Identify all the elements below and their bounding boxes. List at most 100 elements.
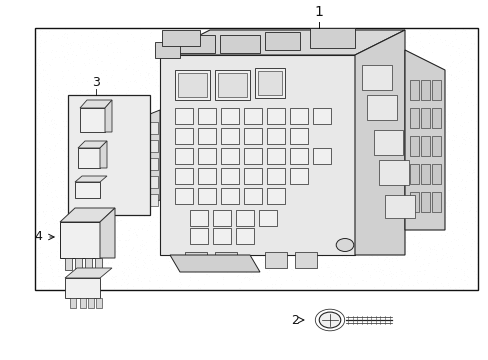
Point bbox=[51, 234, 59, 239]
Point bbox=[206, 35, 214, 41]
Point bbox=[462, 129, 470, 135]
Point bbox=[206, 146, 214, 152]
Point bbox=[207, 72, 215, 78]
Point bbox=[131, 260, 139, 266]
Point bbox=[352, 146, 360, 152]
Point bbox=[86, 284, 94, 289]
Point bbox=[251, 103, 259, 109]
Bar bbox=[220, 35, 260, 53]
Point bbox=[324, 213, 331, 219]
Point bbox=[317, 138, 325, 144]
Point bbox=[285, 119, 292, 125]
Point bbox=[225, 212, 233, 217]
Point bbox=[446, 238, 454, 244]
Point bbox=[334, 156, 342, 162]
Point bbox=[146, 204, 154, 210]
Point bbox=[286, 143, 294, 148]
Point bbox=[184, 214, 192, 220]
Bar bbox=[170, 35, 215, 53]
Point bbox=[313, 129, 321, 134]
Point bbox=[138, 46, 146, 52]
Point bbox=[245, 262, 253, 268]
Point bbox=[429, 156, 437, 162]
Point bbox=[226, 216, 234, 222]
Point bbox=[255, 192, 263, 198]
Point bbox=[396, 238, 404, 244]
Point bbox=[318, 107, 326, 112]
Point bbox=[383, 103, 391, 108]
Point bbox=[458, 231, 466, 237]
Point bbox=[182, 70, 190, 76]
Point bbox=[236, 279, 244, 285]
Point bbox=[416, 79, 424, 85]
Point bbox=[457, 84, 465, 90]
Point bbox=[293, 109, 301, 115]
Point bbox=[288, 104, 296, 109]
Point bbox=[73, 253, 81, 259]
Point bbox=[287, 26, 295, 32]
Point bbox=[407, 198, 415, 204]
Point bbox=[304, 114, 311, 120]
Point bbox=[386, 208, 394, 214]
Point bbox=[67, 250, 75, 256]
Point bbox=[283, 194, 291, 200]
Point bbox=[136, 242, 144, 248]
Point bbox=[36, 70, 44, 76]
Point bbox=[438, 72, 446, 78]
Point bbox=[194, 108, 202, 114]
Point bbox=[279, 55, 287, 61]
Point bbox=[161, 50, 168, 56]
Point bbox=[404, 208, 412, 214]
Point bbox=[220, 110, 228, 116]
Point bbox=[169, 144, 177, 150]
Point bbox=[232, 61, 240, 67]
Point bbox=[339, 228, 347, 234]
Point bbox=[293, 225, 301, 230]
Point bbox=[82, 172, 90, 177]
Point bbox=[257, 171, 265, 176]
Point bbox=[35, 245, 42, 251]
Point bbox=[175, 271, 183, 277]
Point bbox=[361, 65, 368, 71]
Point bbox=[96, 102, 103, 108]
Point bbox=[462, 219, 469, 224]
Point bbox=[384, 117, 391, 123]
Point bbox=[376, 63, 384, 69]
Point bbox=[316, 103, 324, 109]
Point bbox=[416, 67, 424, 73]
Point bbox=[39, 250, 46, 256]
Point bbox=[384, 256, 392, 262]
Point bbox=[273, 44, 281, 50]
Point bbox=[32, 63, 40, 68]
Point bbox=[277, 136, 285, 141]
Point bbox=[207, 248, 215, 254]
Bar bbox=[35, 28, 477, 290]
Point bbox=[342, 169, 349, 175]
Point bbox=[325, 284, 333, 289]
Point bbox=[324, 197, 331, 203]
Point bbox=[372, 188, 380, 194]
Point bbox=[242, 96, 250, 102]
Point bbox=[328, 186, 336, 192]
Point bbox=[126, 260, 134, 266]
Point bbox=[374, 177, 382, 183]
Point bbox=[175, 158, 183, 164]
Point bbox=[128, 126, 136, 132]
Point bbox=[204, 198, 212, 204]
Point bbox=[122, 243, 129, 249]
Point bbox=[430, 151, 438, 157]
Point bbox=[54, 96, 61, 102]
Point bbox=[307, 68, 315, 74]
Point bbox=[136, 72, 144, 78]
Point bbox=[165, 70, 173, 76]
Point bbox=[199, 268, 207, 274]
Point bbox=[380, 36, 388, 42]
Point bbox=[326, 186, 334, 192]
Bar bbox=[198, 148, 216, 164]
Point bbox=[337, 206, 345, 211]
Point bbox=[142, 85, 149, 91]
Point bbox=[176, 279, 183, 285]
Point bbox=[80, 285, 88, 291]
Point bbox=[204, 211, 212, 217]
Point bbox=[103, 228, 111, 234]
